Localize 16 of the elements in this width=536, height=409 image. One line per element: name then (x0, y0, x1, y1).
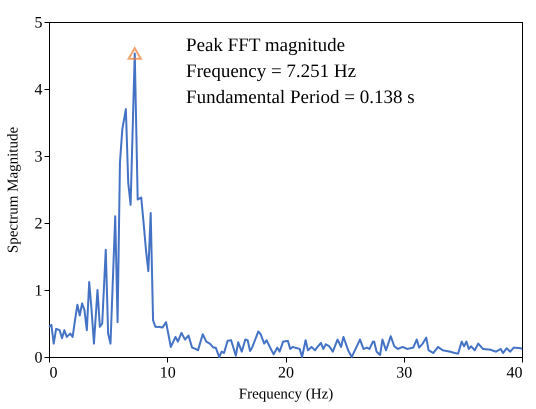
y-tick-label: 5 (34, 14, 42, 32)
y-tick-label: 2 (34, 216, 42, 232)
x-tick-label: 10 (160, 364, 176, 382)
y-axis-title: Spectrum Magnitude (6, 126, 22, 254)
x-tick-label: 0 (50, 364, 58, 382)
x-tick-label: 40 (506, 364, 522, 382)
x-axis-title: Frequency (Hz) (238, 386, 334, 402)
y-tick-label: 3 (34, 148, 42, 166)
annotation: Frequency = 7.251 Hz (186, 61, 356, 82)
annotation: Peak FFT magnitude (186, 35, 346, 56)
x-tick-label: 20 (278, 364, 294, 382)
annotation: Fundamental Period = 0.138 s (186, 87, 415, 108)
y-tick-label: 4 (34, 82, 42, 98)
x-tick-label: 30 (396, 364, 412, 382)
y-tick-label: 0 (34, 350, 42, 366)
y-tick-label: 1 (34, 282, 42, 300)
